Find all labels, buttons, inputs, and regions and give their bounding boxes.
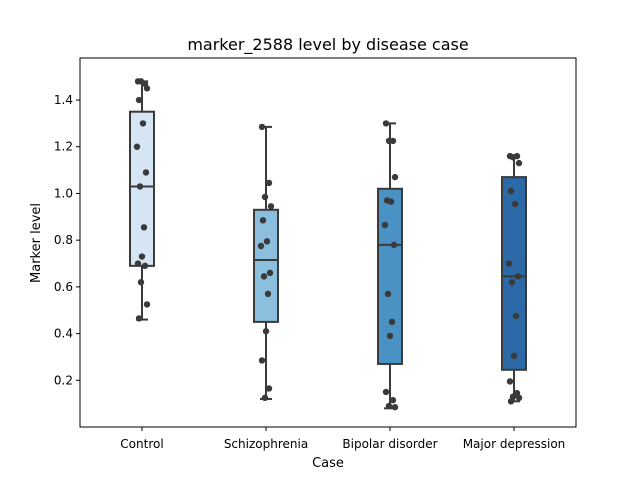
data-point <box>508 279 516 286</box>
x-tick-label: Schizophrenia <box>224 437 308 451</box>
y-tick-label: 0.6 <box>54 280 73 294</box>
data-point <box>265 179 273 187</box>
data-point <box>507 398 515 405</box>
data-point <box>384 290 392 298</box>
data-point <box>141 262 149 270</box>
data-point <box>143 301 151 308</box>
data-point <box>266 269 274 277</box>
box-iqr <box>253 208 279 323</box>
y-tick-label: 0.8 <box>54 233 73 247</box>
data-point <box>391 403 399 411</box>
data-point <box>381 221 389 229</box>
data-point <box>140 224 148 231</box>
x-tick-label: Major depression <box>463 437 566 451</box>
data-point <box>391 173 399 181</box>
data-point <box>258 123 266 131</box>
data-point <box>512 312 520 320</box>
data-point <box>261 193 269 201</box>
data-point <box>267 203 275 210</box>
box-iqr <box>501 176 527 371</box>
data-point <box>385 137 393 145</box>
y-tick-label: 1.4 <box>54 93 73 107</box>
data-point <box>265 385 273 392</box>
data-point <box>382 120 390 127</box>
x-tick-label: Bipolar disorder <box>342 437 437 451</box>
data-point <box>387 198 395 205</box>
x-tick-label: Control <box>120 437 163 451</box>
data-point <box>390 241 398 249</box>
data-point <box>509 154 517 161</box>
data-point <box>263 238 271 245</box>
x-axis-label: Case <box>312 456 344 471</box>
data-point <box>258 357 266 364</box>
data-point <box>261 394 269 402</box>
data-point <box>389 396 397 404</box>
data-point <box>264 290 272 298</box>
y-axis-label: Marker level <box>29 203 44 283</box>
data-point <box>134 260 142 267</box>
data-point <box>133 143 141 150</box>
y-tick-label: 0.2 <box>54 373 73 387</box>
data-point <box>388 318 396 326</box>
data-point <box>382 388 390 396</box>
data-point <box>507 187 515 195</box>
data-point <box>136 183 144 190</box>
data-point <box>506 378 514 385</box>
chart-title: marker_2588 level by disease case <box>187 35 468 55</box>
data-point <box>142 169 150 176</box>
data-point <box>139 120 147 127</box>
data-point <box>138 253 146 260</box>
plot-frame <box>79 57 577 428</box>
data-point <box>260 273 268 280</box>
data-point <box>386 332 394 340</box>
data-point <box>514 273 522 280</box>
data-point <box>385 402 393 410</box>
y-tick-label: 1.2 <box>54 140 73 154</box>
data-point <box>143 85 151 92</box>
data-point <box>515 159 523 167</box>
data-point <box>257 242 265 250</box>
data-point <box>262 328 270 335</box>
data-point <box>510 352 518 359</box>
data-point <box>135 96 143 104</box>
y-tick-label: 0.4 <box>54 327 73 341</box>
data-point <box>137 78 145 85</box>
data-point <box>135 315 143 322</box>
y-tick-label: 1.0 <box>54 186 73 200</box>
data-point <box>505 260 513 267</box>
data-point <box>259 217 267 224</box>
data-point <box>137 279 145 286</box>
data-point <box>511 200 519 208</box>
data-point <box>515 394 523 402</box>
